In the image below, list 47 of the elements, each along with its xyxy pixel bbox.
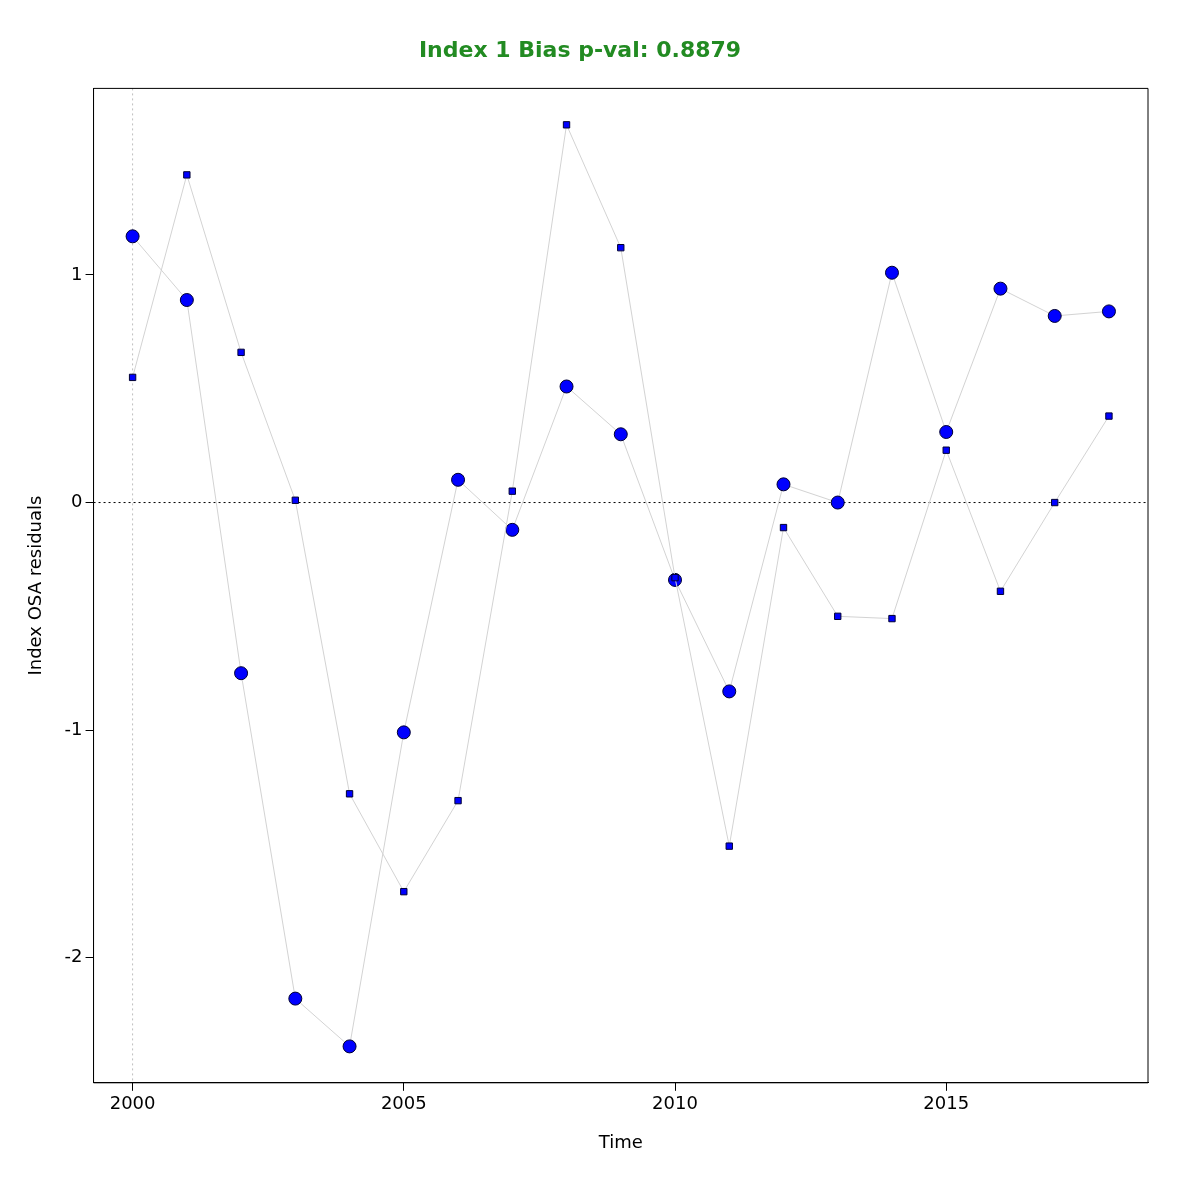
chart-title: Index 1 Bias p-val: 0.8879: [418, 36, 742, 62]
point: [345, 790, 354, 798]
point: [1047, 308, 1062, 323]
point: [722, 684, 737, 699]
point: [400, 887, 408, 896]
point: [562, 121, 571, 129]
x-tick-label: 2000: [109, 1092, 156, 1114]
point: [559, 379, 574, 394]
y-tick-label: -2: [64, 945, 83, 967]
point: [830, 495, 845, 510]
point: [617, 244, 625, 252]
point: [725, 842, 733, 850]
point: [396, 725, 411, 740]
point: [888, 614, 896, 623]
point: [834, 612, 842, 620]
point: [451, 472, 466, 487]
x-tick-label: 2010: [652, 1092, 698, 1114]
point: [183, 171, 191, 179]
y-tick-label: 0: [71, 490, 83, 512]
point: [1101, 304, 1116, 319]
point: [779, 523, 788, 532]
point: [454, 796, 462, 805]
x-tick-label: 2005: [380, 1092, 427, 1114]
point: [179, 293, 194, 308]
point: [342, 1039, 357, 1054]
point: [1105, 412, 1113, 420]
x-tick-label: 2015: [923, 1092, 970, 1114]
y-tick-label: 1: [71, 262, 83, 284]
y-axis-title: Index OSA residuals: [24, 495, 46, 676]
point: [125, 229, 140, 244]
point: [508, 487, 516, 495]
point: [128, 373, 137, 382]
point: [996, 587, 1005, 595]
point: [288, 991, 303, 1006]
point: [993, 281, 1008, 296]
point: [939, 425, 954, 439]
point: [1051, 498, 1059, 507]
point: [776, 477, 791, 492]
x-axis-title: Time: [597, 1130, 643, 1152]
point: [613, 427, 628, 442]
point: [942, 446, 950, 454]
point: [237, 348, 245, 357]
y-tick-label: -1: [64, 717, 83, 739]
point: [291, 496, 300, 504]
point: [234, 666, 249, 681]
point: [505, 522, 520, 537]
point: [884, 265, 899, 280]
